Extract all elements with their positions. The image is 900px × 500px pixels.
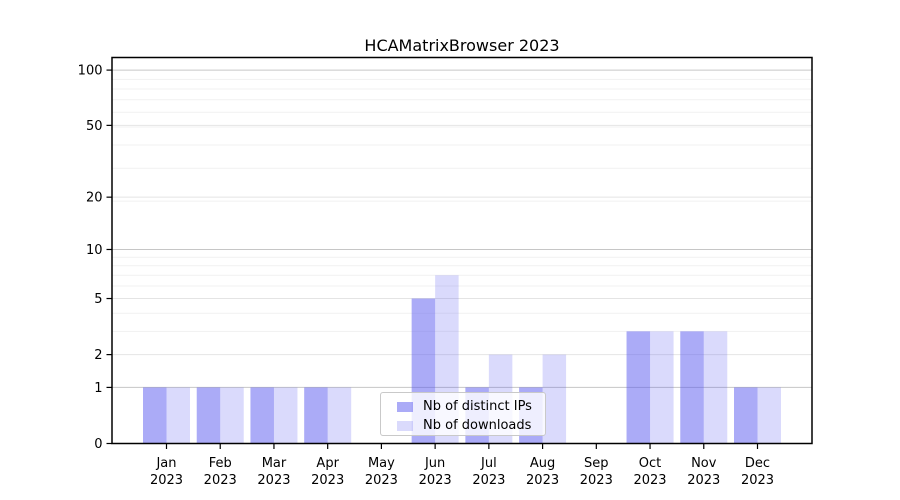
- y-tick-label-10: 10: [86, 243, 103, 258]
- y-tick-label-50: 50: [86, 119, 103, 134]
- x-tick-label-month-sep: Sep: [584, 456, 609, 471]
- bar-distinct-ips-oct: [626, 331, 651, 444]
- legend-label-downloads: Nb of downloads: [423, 418, 532, 433]
- bar-distinct-ips-feb: [196, 387, 221, 444]
- x-tick-label-month-oct: Oct: [639, 456, 661, 471]
- x-tick-label-year-dec: 2023: [741, 473, 774, 488]
- bar-distinct-ips-nov: [680, 331, 704, 444]
- legend-row-downloads: Nb of downloads: [397, 416, 545, 435]
- bar-downloads-jan: [166, 387, 190, 444]
- bar-distinct-ips-jan: [143, 387, 167, 444]
- x-tick-label-year-may: 2023: [365, 473, 398, 488]
- y-tick-label-20: 20: [86, 191, 103, 206]
- x-tick-label-year-feb: 2023: [204, 473, 237, 488]
- y-tick-label-0: 0: [94, 437, 102, 452]
- x-tick-label-month-jun: Jun: [424, 456, 445, 471]
- x-tick-label-month-dec: Dec: [745, 456, 770, 471]
- bar-distinct-ips-mar: [250, 387, 274, 444]
- bar-downloads-mar: [273, 387, 298, 444]
- bar-downloads-oct: [650, 331, 674, 444]
- bar-distinct-ips-apr: [304, 387, 328, 444]
- x-tick-label-month-jan: Jan: [155, 456, 176, 471]
- y-tick-label-5: 5: [94, 292, 102, 307]
- x-tick-label-year-oct: 2023: [633, 473, 666, 488]
- y-tick-label-2: 2: [94, 348, 102, 363]
- x-tick-label-year-aug: 2023: [526, 473, 559, 488]
- x-tick-label-month-nov: Nov: [691, 456, 717, 471]
- legend-swatch-downloads: [397, 420, 413, 431]
- x-tick-label-year-jun: 2023: [419, 473, 452, 488]
- x-tick-label-year-jan: 2023: [150, 473, 183, 488]
- x-tick-label-month-aug: Aug: [530, 456, 555, 471]
- legend-label-distinct-ips: Nb of distinct IPs: [423, 399, 532, 414]
- x-tick-label-year-mar: 2023: [257, 473, 290, 488]
- bar-downloads-dec: [757, 387, 781, 444]
- axes-frame: [111, 56, 813, 445]
- x-tick-label-month-feb: Feb: [209, 456, 232, 471]
- bar-downloads-aug: [542, 354, 567, 444]
- legend: Nb of distinct IPs Nb of downloads: [380, 392, 546, 436]
- legend-swatch-distinct-ips: [397, 401, 413, 412]
- x-tick-label-year-apr: 2023: [311, 473, 344, 488]
- legend-row-distinct-ips: Nb of distinct IPs: [397, 397, 545, 416]
- x-tick-label-month-may: May: [368, 456, 395, 471]
- bar-downloads-nov: [703, 331, 728, 444]
- x-tick-label-month-mar: Mar: [262, 456, 287, 471]
- x-tick-label-year-nov: 2023: [687, 473, 720, 488]
- chart-title: HCAMatrixBrowser 2023: [364, 36, 560, 55]
- x-tick-label-year-sep: 2023: [580, 473, 613, 488]
- x-tick-label-year-jul: 2023: [472, 473, 505, 488]
- bar-downloads-feb: [220, 387, 244, 444]
- bar-downloads-apr: [327, 387, 352, 444]
- x-tick-label-month-apr: Apr: [316, 456, 339, 471]
- x-tick-label-month-jul: Jul: [480, 456, 497, 471]
- y-tick-label-100: 100: [78, 64, 103, 79]
- bar-distinct-ips-dec: [734, 387, 758, 444]
- y-tick-label-1: 1: [94, 381, 102, 396]
